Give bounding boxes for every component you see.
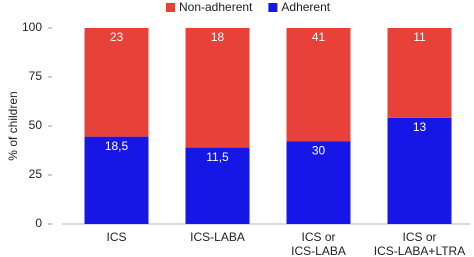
value-label: 18,5: [105, 139, 129, 153]
value-label: 18: [211, 30, 225, 44]
bar-segment: [286, 141, 351, 224]
bar-segment: [387, 28, 452, 118]
bar-segment: [387, 117, 452, 224]
x-tick-label: ICS or ICS-LABA: [291, 230, 346, 257]
value-label: 41: [312, 30, 326, 44]
bar-segment: [84, 28, 149, 137]
y-tick-label: 50: [29, 118, 43, 132]
legend-label: Non-adherent: [179, 0, 253, 14]
legend-swatch: [166, 3, 175, 12]
y-tick-label: 100: [22, 20, 42, 34]
bar-segment: [84, 136, 149, 224]
value-label: 23: [110, 30, 124, 44]
legend-swatch: [268, 3, 278, 12]
bar-segment: [185, 147, 250, 224]
value-label: 11,5: [206, 150, 229, 164]
y-tick-label: 0: [35, 216, 42, 230]
y-tick-label: 75: [29, 69, 43, 83]
value-label: 11: [413, 30, 426, 44]
x-tick-label: ICS: [106, 230, 126, 244]
bar-segment: [286, 28, 351, 142]
bar-segment: [185, 28, 250, 148]
value-label: 13: [413, 120, 427, 134]
x-tick-label: ICS-LABA: [190, 230, 245, 244]
y-axis-label: % of children: [6, 91, 20, 160]
value-label: 30: [312, 143, 326, 157]
y-tick-label: 25: [29, 167, 43, 181]
legend-label: Adherent: [281, 0, 330, 14]
x-tick-label: ICS or ICS-LABA+LTRA: [374, 230, 465, 257]
